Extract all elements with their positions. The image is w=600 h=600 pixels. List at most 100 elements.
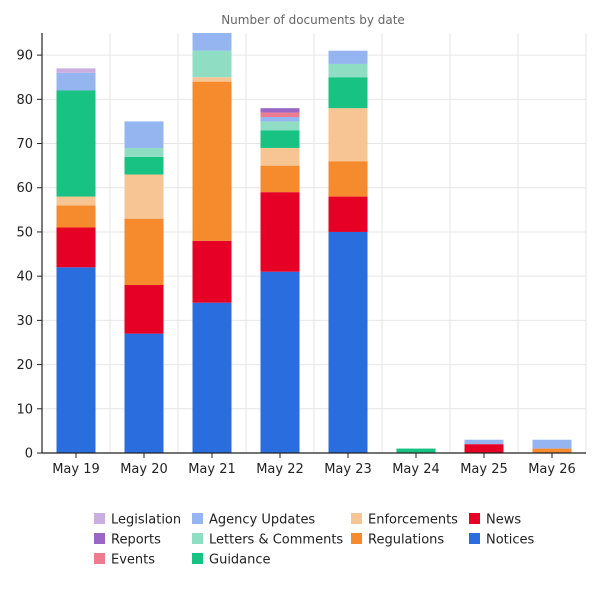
bar-agency-updates-may-25 [464,439,504,445]
legend-swatch [192,533,203,544]
bar-news-may-20 [124,285,164,334]
bar-stack-may-21 [192,33,232,453]
bar-news-may-19 [56,227,96,268]
legend-swatch [94,533,105,544]
bar-agency-updates-may-21 [192,33,232,51]
grid-lines [42,33,587,453]
x-tick-label: May 19 [52,462,100,477]
legend-swatch [351,513,362,524]
legend-item-legislation: Legislation [94,513,181,528]
legend-label: Notices [486,533,535,548]
bar-news-may-22 [260,192,300,272]
y-tick-label: 0 [25,447,33,462]
bar-enforcements-may-19 [56,196,96,206]
y-tick-label: 60 [16,181,33,196]
x-tick-label: May 24 [392,462,440,477]
bar-stack-may-19 [56,68,96,453]
bar-stack-may-22 [260,108,300,453]
legend-item-agency-updates: Agency Updates [192,513,315,528]
legend-label: Events [111,553,155,568]
bar-enforcements-may-23 [328,108,368,162]
x-tick-label: May 20 [120,462,168,477]
legend-item-news: News [469,513,521,528]
y-tick-label: 40 [16,270,33,285]
bar-enforcements-may-22 [260,147,300,166]
legend-label: Letters & Comments [209,533,343,548]
legend-label: News [486,513,521,528]
legend: Legislation Reports Events Agency Updates Le… [94,513,535,568]
bar-news-may-25 [464,444,504,453]
legend-label: Regulations [368,533,444,548]
legend-label: Agency Updates [209,513,315,528]
bar-agency-updates-may-20 [124,121,164,148]
bar-agency-updates-may-22 [260,117,300,122]
bar-notices-may-23 [328,231,368,453]
axes [41,33,586,454]
y-tick-label: 70 [16,137,33,152]
bar-enforcements-may-20 [124,174,164,219]
bar-guidance-may-20 [124,156,164,175]
legend-swatch [469,533,480,544]
legend-swatch [192,513,203,524]
bar-stack-may-25 [464,439,504,453]
bar-legislation-may-19 [56,68,96,73]
bar-regulations-may-22 [260,165,300,193]
bar-letters-comments-may-22 [260,121,300,131]
bar-reports-may-22 [260,108,300,113]
x-tick-label: May 26 [528,462,576,477]
legend-item-events: Events [94,553,155,568]
x-tick-label: May 25 [460,462,508,477]
bar-letters-comments-may-20 [124,147,164,157]
legend-item-regulations: Regulations [351,533,444,548]
legend-swatch [94,553,105,564]
y-tick-label: 30 [16,314,33,329]
legend-label: Legislation [111,513,181,528]
bar-regulations-may-19 [56,205,96,228]
legend-item-letters-comments: Letters & Comments [192,533,343,548]
bar-notices-may-21 [192,302,232,453]
legend-swatch [192,553,203,564]
legend-label: Enforcements [368,513,458,528]
bars [56,33,572,453]
bar-regulations-may-20 [124,218,164,285]
bar-regulations-may-21 [192,81,232,241]
y-tick-label: 80 [16,93,33,108]
x-tick-label: May 21 [188,462,236,477]
legend-swatch [94,513,105,524]
bar-agency-updates-may-23 [328,50,368,64]
bar-regulations-may-23 [328,161,368,197]
bar-stack-may-26 [532,439,572,453]
bar-guidance-may-19 [56,90,96,197]
legend-label: Reports [111,533,161,548]
y-tick-label: 90 [16,49,33,64]
bar-notices-may-19 [56,267,96,453]
legend-swatch [351,533,362,544]
y-tick-label: 10 [16,402,33,417]
x-tick-label: May 22 [256,462,304,477]
bar-enforcements-may-21 [192,77,232,82]
bar-stack-may-23 [328,50,368,453]
bar-guidance-may-24 [396,448,436,453]
y-tick-label: 20 [16,358,33,373]
bar-agency-updates-may-19 [56,72,96,91]
y-axis-ticks: 0 10 20 30 40 50 60 70 80 90 [16,49,42,462]
legend-item-reports: Reports [94,533,161,548]
legend-label: Guidance [209,553,271,568]
bar-stack-may-20 [124,121,164,453]
x-tick-label: May 23 [324,462,372,477]
bar-events-may-22 [260,112,300,117]
bar-notices-may-22 [260,271,300,453]
bar-letters-comments-may-21 [192,50,232,78]
bar-guidance-may-22 [260,130,300,148]
bar-regulations-may-26 [532,448,572,453]
bar-notices-may-20 [124,333,164,453]
bar-news-may-21 [192,240,232,303]
bar-stack-may-24 [396,448,436,453]
legend-swatch [469,513,480,524]
bar-letters-comments-may-23 [328,63,368,78]
legend-item-notices: Notices [469,533,535,548]
legend-item-enforcements: Enforcements [351,513,458,528]
y-tick-label: 50 [16,225,33,240]
